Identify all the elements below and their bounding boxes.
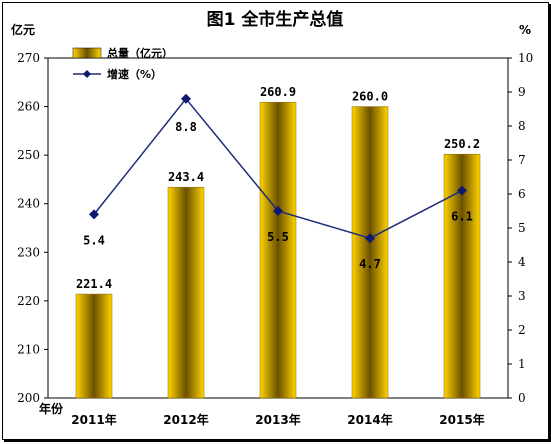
bar-value-label: 221.4 — [76, 277, 112, 291]
bar — [75, 293, 113, 399]
right-tick-label: 7 — [518, 153, 526, 167]
category-labels: 2011年 2012年 2013年 2014年 2015年 — [71, 412, 484, 427]
chart: 图1 全市生产总值 亿元 % 年份 2002102202302402502602… — [11, 9, 533, 427]
line-value-label: 8.8 — [175, 120, 197, 134]
category-label: 2011年 — [71, 412, 116, 427]
legend-bar-label: 总量（亿元） — [107, 46, 173, 60]
left-tick-label: 220 — [17, 294, 40, 308]
right-tick-label: 0 — [518, 391, 526, 405]
bar-value-label: 250.2 — [444, 137, 480, 151]
bar-value-label: 260.0 — [352, 90, 388, 104]
bar — [351, 106, 389, 399]
right-tick-label: 10 — [518, 51, 533, 65]
right-tick-label: 1 — [518, 357, 526, 371]
left-tick-label: 270 — [17, 51, 40, 65]
legend-line-label: 增速（%） — [107, 67, 162, 81]
chart-title: 图1 全市生产总值 — [207, 9, 344, 30]
line-point — [273, 206, 283, 216]
right-tick-label: 9 — [518, 85, 526, 99]
category-label: 2012年 — [163, 412, 208, 427]
right-axis-unit: % — [519, 23, 531, 37]
right-tick-label: 5 — [518, 221, 526, 235]
legend-bar-swatch — [72, 47, 102, 59]
line-point — [457, 185, 467, 196]
line-value-label: 5.5 — [267, 230, 289, 244]
line-point — [89, 209, 99, 220]
line-value-label: 4.7 — [359, 257, 381, 271]
bar-series — [75, 101, 481, 399]
right-tick-label: 8 — [518, 119, 526, 133]
line-data-labels: 5.4 8.8 5.5 4.7 6.1 — [83, 120, 473, 271]
bar-value-label: 260.9 — [260, 85, 296, 99]
category-label: 2015年 — [439, 412, 484, 427]
bar-value-label: 243.4 — [168, 170, 204, 184]
line-value-label: 6.1 — [451, 210, 473, 224]
left-tick-label: 250 — [17, 148, 40, 162]
bar-data-labels: 221.4 243.4 260.9 260.0 250.2 — [76, 85, 480, 291]
left-axis: 200 210 220 230 240 250 260 270 — [17, 51, 48, 405]
chart-frame: 图1 全市生产总值 亿元 % 年份 200 210 220 230 240 250 260 2… — [2, 2, 549, 440]
bar — [259, 101, 297, 399]
bar — [167, 186, 205, 399]
category-label: 2013年 — [255, 412, 300, 427]
right-axis: 0 1 2 3 4 5 6 7 8 9 10 — [508, 51, 533, 405]
right-tick-label: 4 — [518, 255, 526, 269]
right-tick-label: 6 — [518, 187, 526, 201]
line-series — [89, 93, 467, 244]
left-tick-label: 210 — [17, 342, 40, 356]
right-tick-label: 2 — [518, 323, 526, 337]
legend-line-marker — [83, 70, 91, 78]
left-tick-label: 260 — [17, 100, 40, 114]
left-tick-label: 200 — [17, 391, 40, 405]
legend: 总量（亿元） 增速（%） — [72, 46, 173, 81]
right-tick-label: 3 — [518, 289, 526, 303]
left-tick-label: 230 — [17, 245, 40, 259]
left-tick-label: 240 — [17, 197, 40, 211]
x-axis-label: 年份 — [39, 401, 64, 416]
line-value-label: 5.4 — [83, 233, 105, 247]
line-point — [365, 233, 375, 244]
category-label: 2014年 — [347, 412, 392, 427]
left-axis-unit: 亿元 — [11, 22, 35, 37]
line-point — [181, 93, 191, 104]
